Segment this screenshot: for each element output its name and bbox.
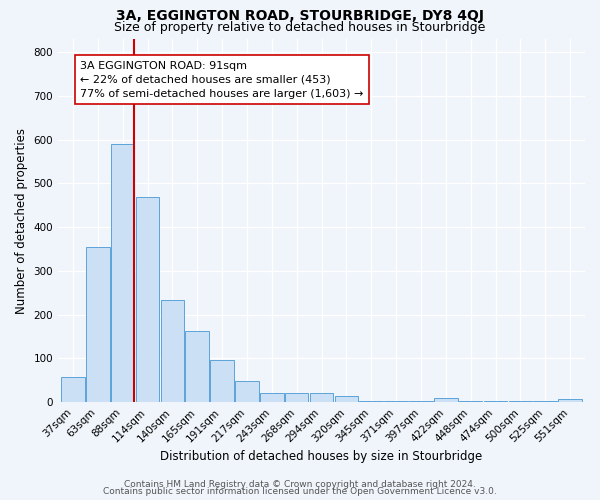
Bar xyxy=(310,394,334,402)
Bar xyxy=(210,360,234,402)
Bar xyxy=(235,381,259,402)
X-axis label: Distribution of detached houses by size in Stourbridge: Distribution of detached houses by size … xyxy=(160,450,482,462)
Bar xyxy=(285,394,308,402)
Bar xyxy=(61,378,85,402)
Text: Size of property relative to detached houses in Stourbridge: Size of property relative to detached ho… xyxy=(115,21,485,34)
Text: 3A EGGINGTON ROAD: 91sqm
← 22% of detached houses are smaller (453)
77% of semi-: 3A EGGINGTON ROAD: 91sqm ← 22% of detach… xyxy=(80,61,364,99)
Text: Contains public sector information licensed under the Open Government Licence v3: Contains public sector information licen… xyxy=(103,487,497,496)
Bar xyxy=(111,144,134,402)
Bar xyxy=(335,396,358,402)
Bar xyxy=(86,247,110,402)
Bar xyxy=(161,300,184,402)
Text: Contains HM Land Registry data © Crown copyright and database right 2024.: Contains HM Land Registry data © Crown c… xyxy=(124,480,476,489)
Bar xyxy=(558,399,582,402)
Bar xyxy=(434,398,458,402)
Bar xyxy=(359,401,383,402)
Text: 3A, EGGINGTON ROAD, STOURBRIDGE, DY8 4QJ: 3A, EGGINGTON ROAD, STOURBRIDGE, DY8 4QJ xyxy=(116,9,484,23)
Bar xyxy=(136,198,160,402)
Bar xyxy=(185,331,209,402)
Y-axis label: Number of detached properties: Number of detached properties xyxy=(15,128,28,314)
Bar xyxy=(260,393,284,402)
